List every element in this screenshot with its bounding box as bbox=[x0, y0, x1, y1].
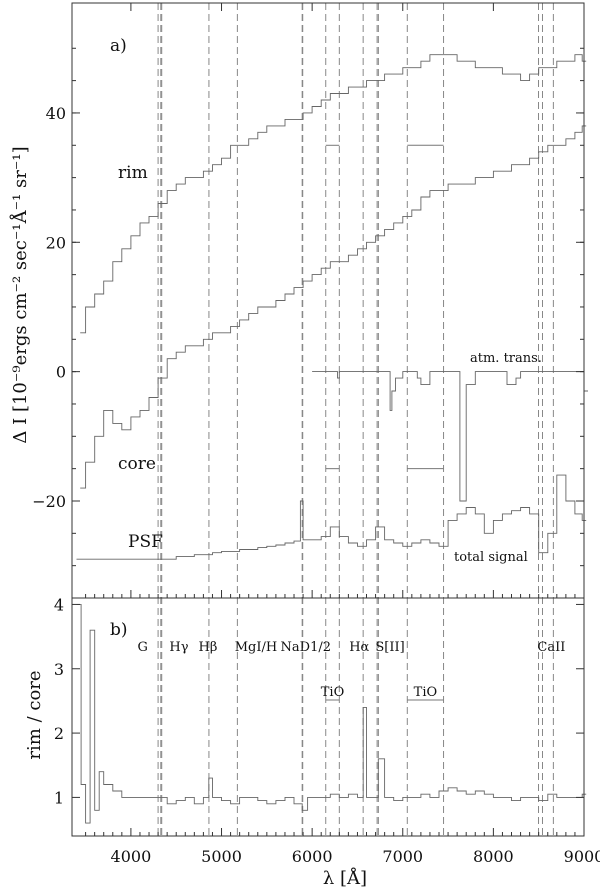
tio-band-label: TiO bbox=[321, 685, 345, 700]
x-axis-title: λ [Å] bbox=[323, 867, 367, 889]
y-tick-label-a: 0 bbox=[56, 363, 66, 382]
series-psf bbox=[76, 474, 587, 560]
axis-ticks: 4000 5000 6000 7000 8000 9000 −20 0 20 40 1 2 3 4 bbox=[32, 3, 600, 866]
core-label: core bbox=[118, 454, 156, 474]
line-label-Hα: Hα bbox=[349, 640, 369, 655]
series-core bbox=[80, 125, 587, 489]
line-label-Hβ: Hβ bbox=[198, 640, 217, 655]
y-axis-title-a: Δ I [10⁻⁹ergs cm⁻² sec⁻¹Å⁻¹ sr⁻¹] bbox=[9, 146, 31, 443]
x-tick-label: 7000 bbox=[382, 847, 423, 866]
line-label-MgI/H: MgI/H bbox=[235, 640, 278, 655]
x-tick-label: 4000 bbox=[111, 847, 152, 866]
panel-b-ratio bbox=[76, 603, 587, 824]
line-label-NaD1/2: NaD1/2 bbox=[281, 640, 331, 655]
rim-label: rim bbox=[118, 163, 148, 183]
x-tick-label: 5000 bbox=[201, 847, 242, 866]
y-tick-label-a: 40 bbox=[46, 104, 66, 123]
line-label-CaII: CaII bbox=[537, 640, 565, 655]
series-atm--trans- bbox=[312, 371, 588, 502]
panel-b-label: b) bbox=[110, 620, 128, 640]
y-tick-label-b: 3 bbox=[54, 660, 64, 679]
reference-line-labels: G Hγ Hβ MgI/H NaD1/2 TiO Hα S[II] TiO CaII bbox=[137, 640, 565, 700]
x-tick-label: 6000 bbox=[292, 847, 333, 866]
line-label-G: G bbox=[137, 640, 147, 655]
x-tick-label: 9000 bbox=[564, 847, 600, 866]
total-signal-label: total signal bbox=[454, 550, 528, 565]
y-tick-label-b: 1 bbox=[54, 788, 64, 807]
y-tick-label-b: 4 bbox=[54, 595, 64, 614]
panel-a-label: a) bbox=[110, 36, 127, 56]
y-tick-label-a: 20 bbox=[46, 233, 66, 252]
y-tick-label-a: −20 bbox=[32, 492, 66, 511]
reference-lines bbox=[157, 3, 554, 836]
line-label-Hγ: Hγ bbox=[169, 640, 188, 655]
x-tick-label: 8000 bbox=[473, 847, 514, 866]
line-label-S[II]: S[II] bbox=[375, 640, 404, 655]
axes-frames bbox=[71, 2, 585, 837]
panel-a-frame bbox=[71, 2, 585, 599]
series-rim bbox=[80, 54, 587, 334]
y-axis-title-b: rim / core bbox=[24, 670, 45, 759]
tio-band-label: TiO bbox=[414, 685, 438, 700]
panel-b-frame bbox=[71, 597, 585, 837]
atm-trans-label: atm. trans. bbox=[470, 351, 542, 366]
panel-a-spectra bbox=[76, 54, 588, 560]
y-tick-label-b: 2 bbox=[54, 724, 64, 743]
series-rim-core-ratio bbox=[76, 603, 587, 824]
psf-label: PSF bbox=[128, 532, 163, 552]
